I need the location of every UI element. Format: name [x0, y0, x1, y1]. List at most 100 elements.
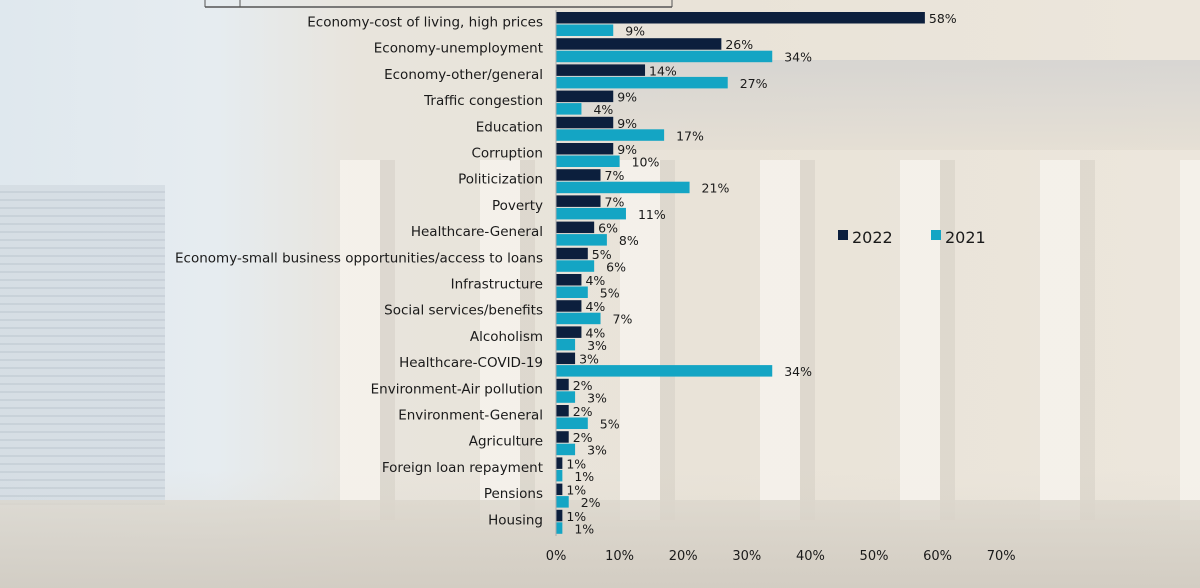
x-tick-label: 70%: [987, 549, 1016, 564]
data-label-2022: 7%: [605, 194, 625, 209]
data-label-2021: 3%: [587, 443, 607, 458]
bar-2021: [556, 443, 576, 456]
category-label: Education: [476, 119, 543, 135]
bar-2022: [556, 195, 601, 207]
bar-2021: [556, 469, 563, 482]
category-label: Traffic congestion: [423, 93, 543, 109]
bar-2022: [556, 300, 582, 312]
data-label-2021: 8%: [619, 233, 639, 248]
bar-2022: [556, 143, 614, 155]
bar-2021: [556, 391, 576, 403]
category-label: Corruption: [471, 146, 543, 162]
bar-2021: [556, 286, 588, 298]
x-tick-label: 50%: [860, 549, 889, 564]
data-label-2021: 4%: [593, 102, 613, 117]
data-label-2022: 14%: [649, 63, 677, 78]
data-label-2021: 6%: [606, 259, 626, 274]
bar-2022: [556, 431, 569, 443]
data-label-2022: 2%: [573, 430, 593, 445]
data-label-2021: 1%: [574, 469, 594, 484]
bar-2022: [556, 221, 595, 234]
category-label: Economy-small business opportunities/acc…: [175, 250, 543, 266]
bar-2021: [556, 181, 690, 194]
data-label-2022: 1%: [566, 456, 586, 471]
data-label-2021: 2%: [581, 495, 601, 510]
data-label-2022: 1%: [566, 483, 586, 498]
category-label: Economy-unemployment: [374, 41, 543, 57]
x-tick-label: 10%: [605, 549, 634, 564]
data-label-2021: 21%: [702, 181, 730, 196]
category-label: Agriculture: [469, 434, 543, 450]
category-label: Infrastructure: [451, 277, 543, 293]
x-tick-label: 40%: [796, 549, 825, 564]
data-label-2022: 9%: [617, 116, 637, 131]
data-label-2022: 26%: [725, 37, 753, 52]
data-label-2021: 1%: [574, 521, 594, 536]
data-label-2021: 5%: [600, 286, 620, 301]
data-label-2022: 4%: [585, 299, 605, 314]
bar-2022: [556, 247, 588, 260]
data-label-2022: 4%: [585, 273, 605, 288]
data-label-2022: 7%: [605, 168, 625, 183]
category-label: Social services/benefits: [384, 303, 543, 319]
bar-2022: [556, 326, 582, 338]
bar-2022: [556, 90, 614, 103]
bar-2022: [556, 38, 722, 50]
bar-2021: [556, 76, 728, 89]
bar-2022: [556, 483, 563, 496]
data-label-2022: 5%: [592, 247, 612, 262]
x-tick-label: 60%: [923, 549, 952, 564]
legend-swatch-2022: [838, 230, 848, 240]
bar-2022: [556, 64, 646, 76]
data-label-2022: 2%: [573, 404, 593, 419]
bar-2021: [556, 129, 665, 141]
data-label-2022: 9%: [617, 142, 637, 157]
data-label-2021: 10%: [632, 155, 660, 170]
data-label-2021: 34%: [784, 50, 812, 65]
bar-2021: [556, 496, 569, 508]
data-label-2021: 34%: [784, 364, 812, 379]
bar-2022: [556, 12, 925, 24]
data-label-2021: 7%: [613, 312, 633, 327]
x-tick-label: 20%: [669, 549, 698, 564]
category-label: Pensions: [484, 486, 543, 502]
category-label: Poverty: [492, 198, 543, 214]
bar-2021: [556, 522, 563, 534]
category-label: Economy-cost of living, high prices: [307, 15, 543, 31]
category-label: Environment-Air pollution: [371, 381, 543, 397]
legend-label-2022: 2022: [852, 228, 893, 247]
bar-2021: [556, 312, 601, 325]
data-label-2021: 11%: [638, 207, 666, 222]
data-label-2021: 9%: [625, 24, 645, 39]
category-label: Healthcare-General: [411, 224, 543, 240]
category-label: Healthcare-COVID-19: [399, 355, 543, 371]
bar-2022: [556, 378, 569, 391]
bar-2021: [556, 103, 582, 115]
data-label-2022: 6%: [598, 221, 618, 236]
background-roof: [560, 60, 1200, 150]
data-label-2021: 27%: [740, 76, 768, 91]
top-axis-remnant: [204, 0, 673, 8]
bar-2021: [556, 365, 773, 377]
background-tower: [0, 185, 165, 505]
data-label-2021: 3%: [587, 338, 607, 353]
bar-2021: [556, 260, 595, 272]
category-label: Alcoholism: [470, 329, 543, 345]
data-label-2022: 2%: [573, 378, 593, 393]
bar-2022: [556, 405, 569, 417]
bar-2021: [556, 338, 576, 351]
data-label-2022: 3%: [579, 352, 599, 367]
background-steps: [0, 500, 1200, 588]
bar-2022: [556, 352, 576, 365]
bar-2021: [556, 50, 773, 63]
bar-2021: [556, 155, 620, 167]
category-label: Environment-General: [398, 408, 543, 424]
bar-2022: [556, 274, 582, 286]
category-label: Politicization: [458, 172, 543, 188]
x-tick-label: 30%: [732, 549, 761, 564]
data-label-2021: 5%: [600, 417, 620, 432]
bar-2021: [556, 417, 588, 429]
x-tick-label: 0%: [546, 549, 567, 564]
data-label-2021: 3%: [587, 390, 607, 405]
